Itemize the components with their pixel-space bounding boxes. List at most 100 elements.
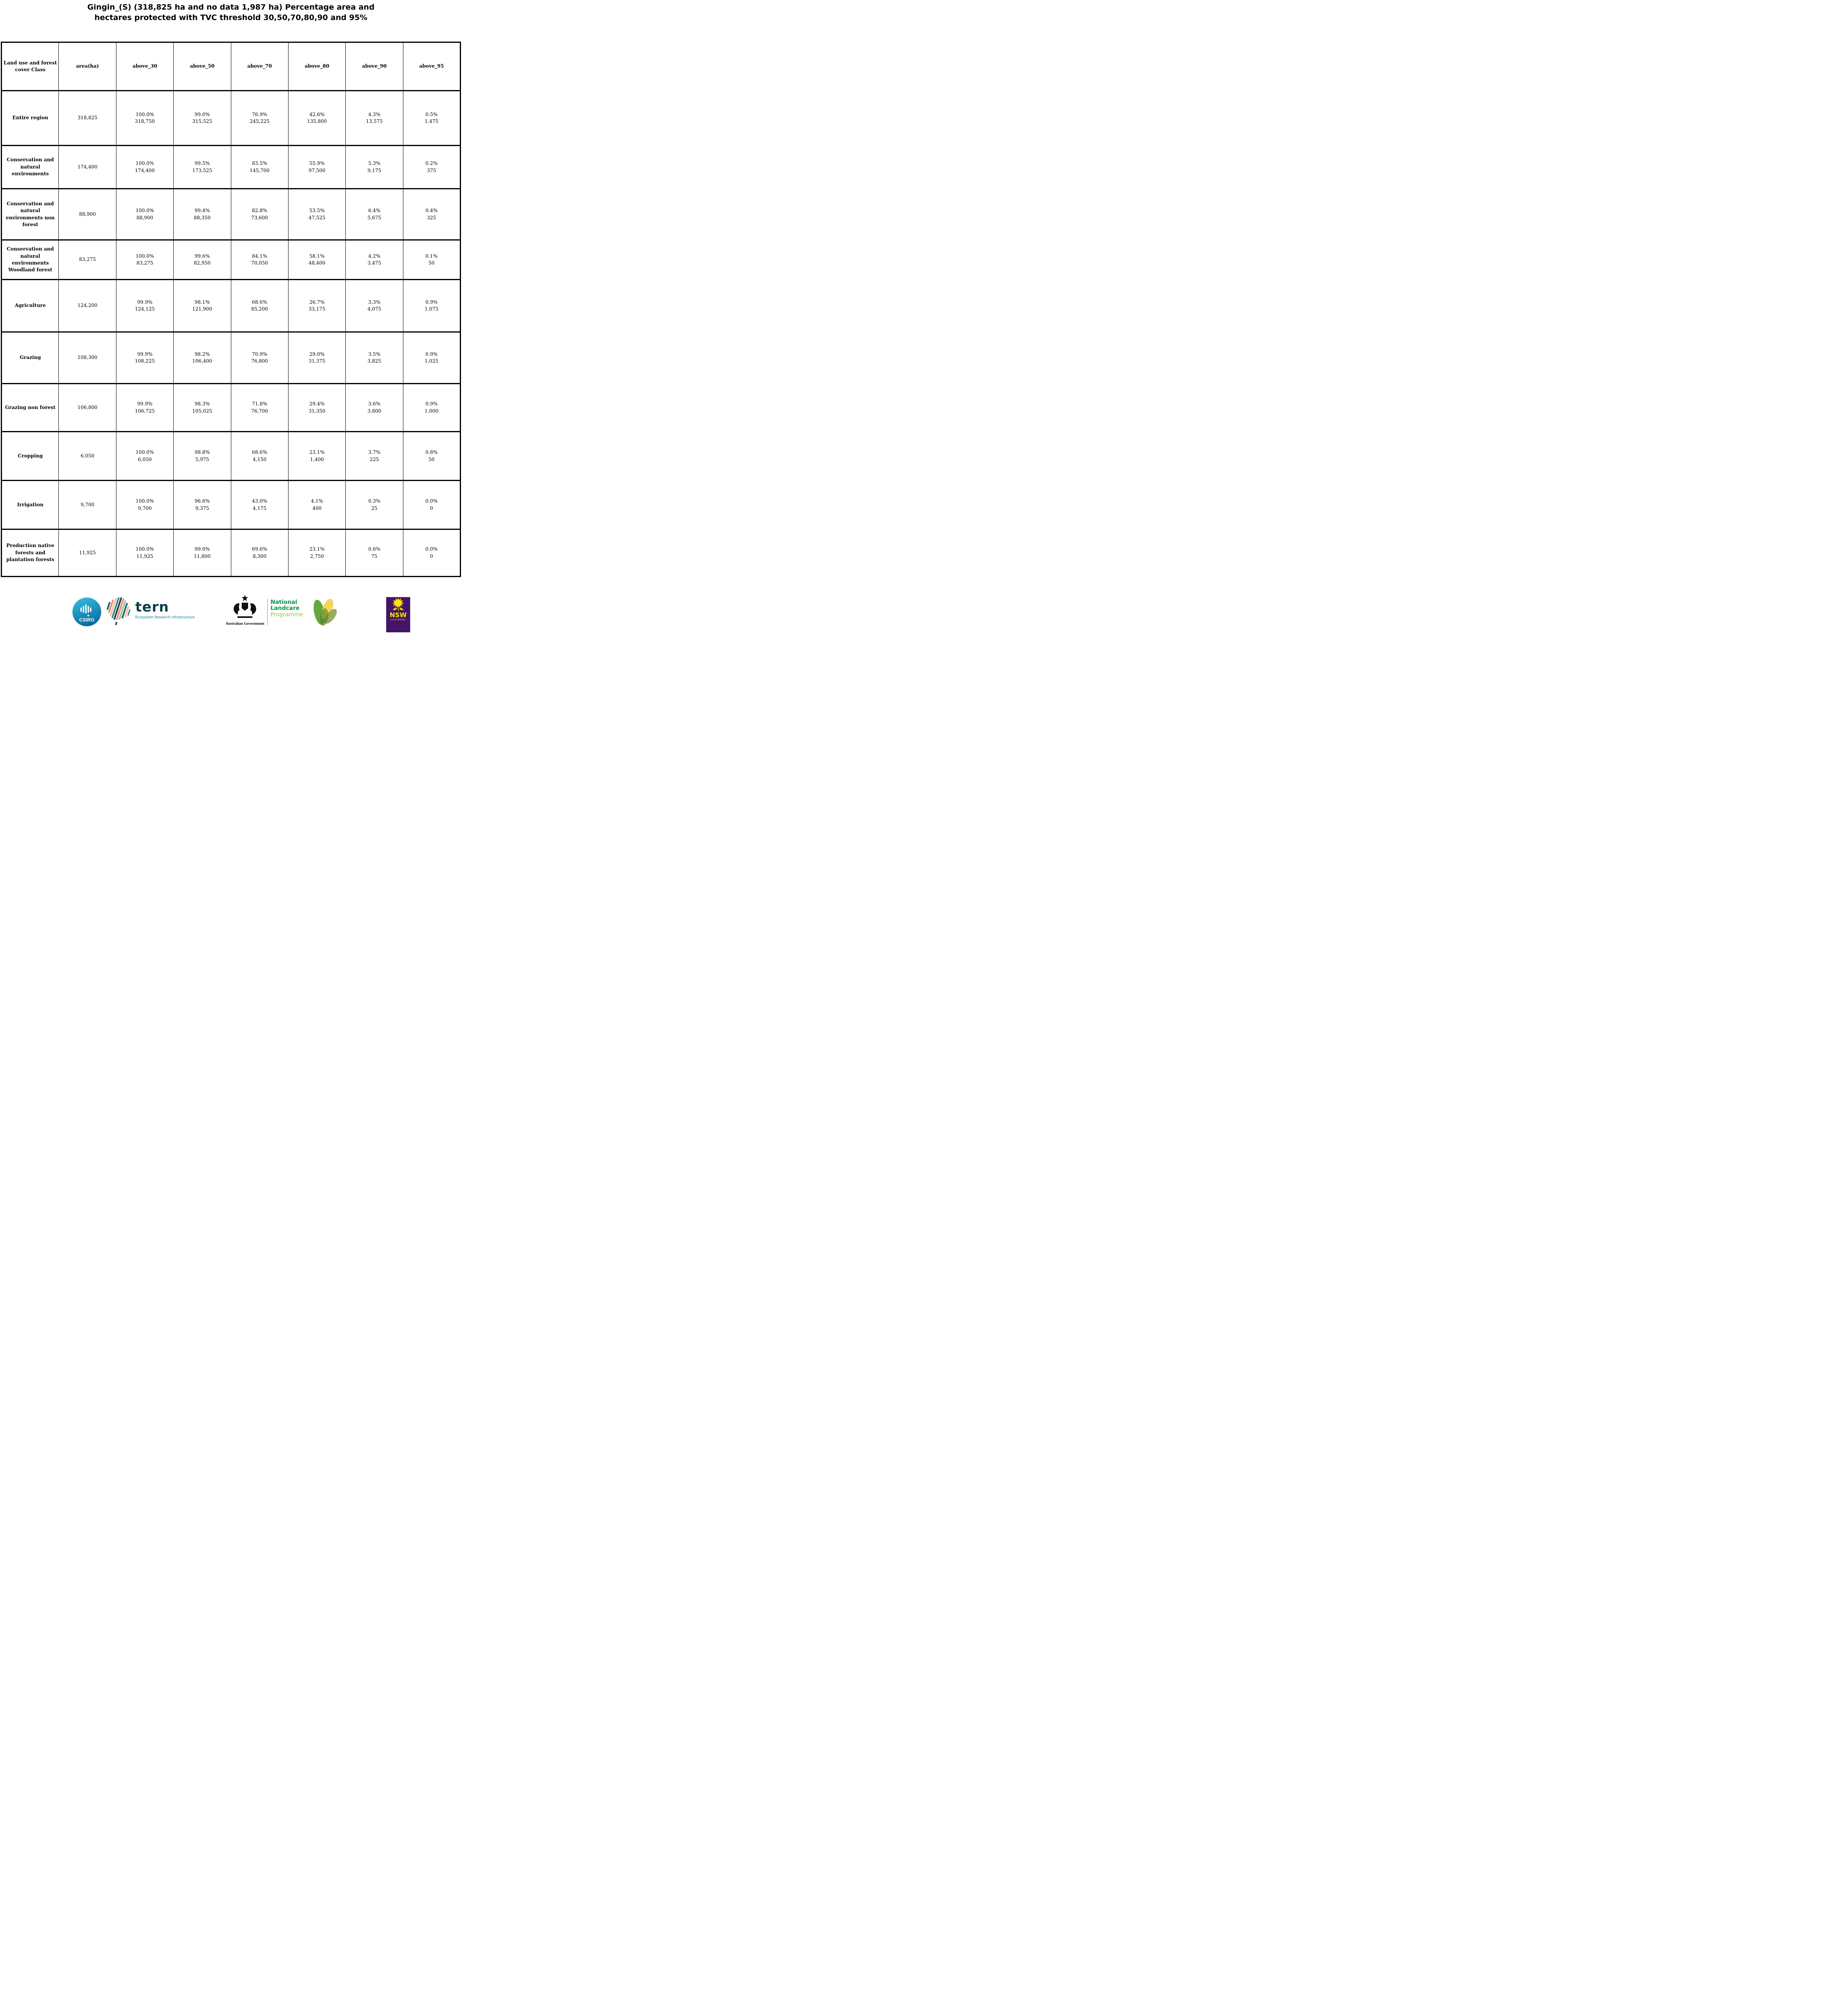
percent-value: 99.4% [194,208,210,214]
threshold-cell: 100.0% 83,275 [116,239,174,280]
threshold-cell: 99.0% 315,525 [173,90,231,146]
threshold-cell: 0.8% 50 [403,431,461,481]
table-row: Production native forests and plantation… [1,529,461,577]
threshold-cell: 3.5% 3,825 [345,331,403,384]
threshold-cell: 99.9% 108,225 [116,331,174,384]
threshold-cell: 100.0% 6,050 [116,431,174,481]
percent-value: 4.1% [311,498,323,504]
report-page: Gingin_(S) (318,825 ha and no data 1,987… [0,0,462,632]
nsw-waratah-icon [392,597,404,611]
threshold-cell: 0.2% 375 [403,145,461,189]
hectares-value: 83,275 [136,260,153,266]
table-row: Conservation and natural environments 174… [1,145,461,189]
hectares-value: 31,350 [309,408,326,414]
percent-value: 76.9% [252,111,267,117]
threshold-cell: 6.4% 5,675 [345,188,403,241]
hectares-value: 11,800 [194,553,211,559]
hectares-value: 174,400 [135,167,155,173]
hectares-value: 9,700 [138,505,152,511]
hectares-value: 76,700 [251,408,268,414]
percent-value: 0.9% [425,401,438,407]
column-header-threshold: above_50 [173,42,231,91]
percent-value: 0.9% [425,351,438,357]
threshold-cell: 0.6% 75 [345,529,403,577]
percent-value: 3.5% [368,351,381,357]
hectares-value: 76,800 [251,358,268,364]
hectares-value: 5,975 [195,456,209,462]
landcare-line1: National [271,599,297,606]
hectares-value: 0 [430,505,433,511]
percent-value: 83.5% [252,160,267,166]
row-area-value: 108,300 [58,331,116,384]
nsw-sub-label: GOVERNMENT [390,619,406,621]
table-body: Entire region 318,825 100.0% 318,750 99.0% 31… [1,90,461,577]
threshold-cell: 3.6% 3,800 [345,383,403,432]
hectares-value: 0 [430,553,433,559]
threshold-cell: 0.0% 0 [403,480,461,530]
threshold-cell: 96.6% 9,375 [173,480,231,530]
percent-value: 6.4% [368,208,381,214]
row-area-value: 88,900 [58,188,116,241]
percent-value: 96.6% [194,498,210,504]
table-row: Conservation and natural environments Wo… [1,239,461,280]
percent-value: 100.0% [136,546,154,552]
row-area-value: 318,825 [58,90,116,146]
row-label: Conservation and natural environments no… [1,188,59,241]
threshold-cell: 99.5% 173,525 [173,145,231,189]
threshold-cell: 100.0% 318,750 [116,90,174,146]
hectares-value: 1,400 [310,456,324,462]
percent-value: 100.0% [136,160,154,166]
column-header-threshold: above_90 [345,42,403,91]
hectares-value: 50 [428,456,435,462]
threshold-cell: 100.0% 174,400 [116,145,174,189]
threshold-cell: 58.1% 48,400 [288,239,346,280]
row-label: Agriculture [1,279,59,333]
percent-value: 3.7% [368,449,381,455]
percent-value: 4.2% [368,253,381,259]
footer-logos: CSIRO tern [0,594,462,632]
hectares-value: 3,800 [367,408,381,414]
hectares-value: 4,075 [367,306,381,312]
threshold-cell: 84.1% 70,050 [230,239,289,280]
column-header-area: area(ha) [58,42,116,91]
percent-value: 42.6% [309,111,325,117]
threshold-cell: 0.1% 50 [403,239,461,280]
percent-value: 0.4% [425,208,438,214]
hectares-value: 1,075 [425,306,439,312]
threshold-cell: 0.5% 1,475 [403,90,461,146]
hectares-value: 3,475 [367,260,381,266]
csiro-logo: CSIRO [72,597,102,627]
tern-tagline: Ecosystem Research Infrastructure [135,616,195,620]
hectares-value: 145,700 [249,167,270,173]
threshold-cell: 99.6% 82,950 [173,239,231,280]
column-header-threshold: above_80 [288,42,346,91]
column-header-threshold: above_95 [403,42,461,91]
percent-value: 0.3% [368,498,381,504]
hectares-value: 245,225 [249,118,270,124]
table-row: Grazing non forest 106,800 99.9% 106,725 98.… [1,383,461,432]
hectares-value: 31,375 [309,358,326,364]
hectares-value: 106,400 [192,358,212,364]
threshold-cell: 71.8% 76,700 [230,383,289,432]
percent-value: 99.9% [137,401,152,407]
threshold-cell: 98.2% 106,400 [173,331,231,384]
threshold-cell: 3.3% 4,075 [345,279,403,333]
percent-value: 69.6% [252,546,267,552]
threshold-cell: 0.9% 1,000 [403,383,461,432]
hectares-value: 9,375 [195,505,209,511]
row-label: Grazing non forest [1,383,59,432]
hectares-value: 50 [428,260,435,266]
hectares-value: 1,475 [425,118,439,124]
hectares-value: 2,750 [310,553,324,559]
threshold-cell: 43.0% 4,175 [230,480,289,530]
percent-value: 98.8% [194,449,210,455]
threshold-cell: 0.3% 25 [345,480,403,530]
hectares-value: 9,175 [367,167,381,173]
nsw-label: NSW [389,611,407,619]
threshold-cell: 5.3% 9,175 [345,145,403,189]
threshold-cell: 26.7% 33,175 [288,279,346,333]
row-label: Grazing [1,331,59,384]
threshold-cell: 55.9% 97,500 [288,145,346,189]
threshold-cell: 98.3% 105,025 [173,383,231,432]
hectares-value: 225 [369,456,379,462]
